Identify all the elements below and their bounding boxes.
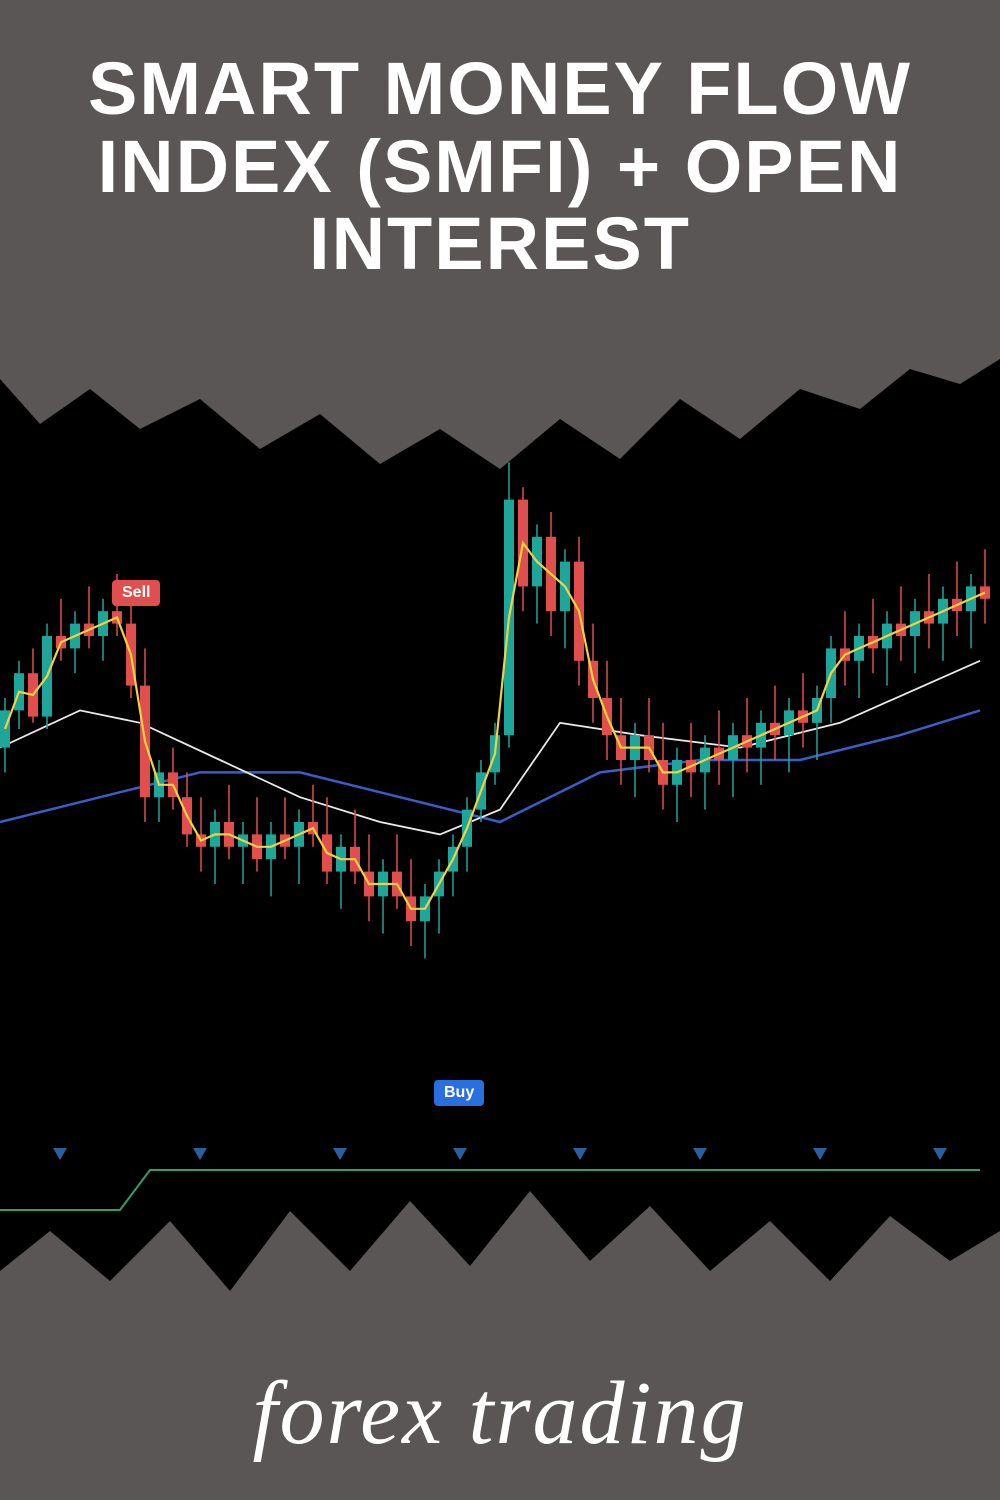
buy-badge: Buy	[434, 1080, 484, 1106]
torn-edge-bottom	[0, 1171, 1000, 1331]
sell-badge: Sell	[112, 580, 160, 606]
buy-badge-label: Buy	[444, 1084, 474, 1101]
page-title: SMART MONEY FLOW INDEX (SMFI) + OPEN INT…	[40, 50, 960, 283]
chart-panel: Sell Buy	[0, 330, 1000, 1330]
sell-badge-label: Sell	[122, 584, 150, 601]
candlestick-chart	[0, 450, 1000, 1070]
footer-text: forex trading	[0, 1362, 1000, 1465]
title-block: SMART MONEY FLOW INDEX (SMFI) + OPEN INT…	[0, 0, 1000, 313]
